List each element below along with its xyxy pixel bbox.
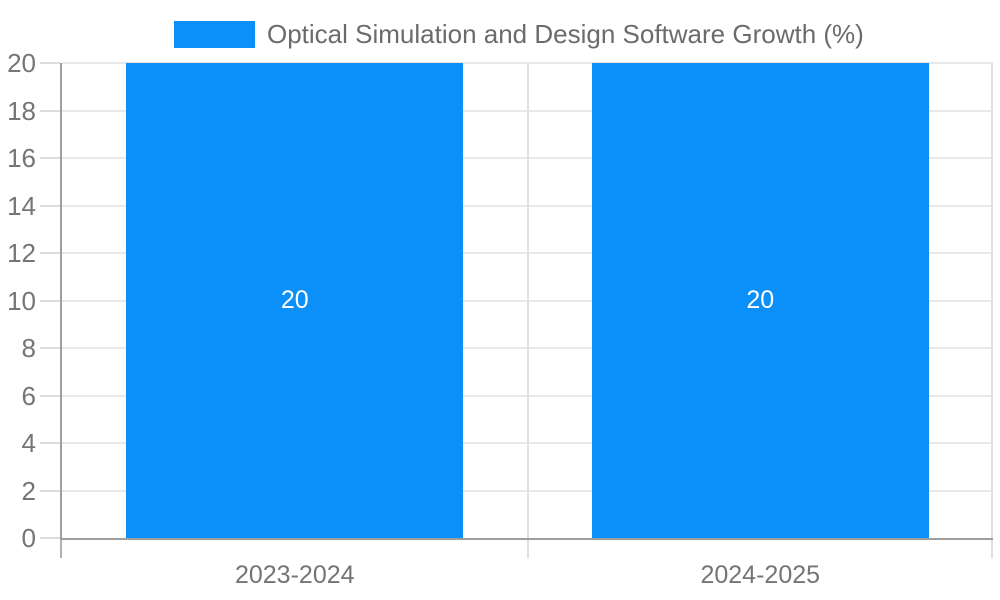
plot-right-border	[991, 63, 993, 558]
y-axis-tick	[40, 299, 60, 302]
bar[interactable]: 20	[591, 63, 929, 538]
y-axis-tick-label: 0	[21, 523, 36, 553]
y-axis-tick	[40, 442, 60, 444]
y-axis-bottom-tick	[60, 540, 62, 558]
legend-label: Optical Simulation and Design Software G…	[267, 19, 864, 49]
y-axis-tick-label: 12	[7, 238, 36, 268]
y-axis-tick	[40, 204, 60, 207]
y-axis-tick-label: 8	[21, 333, 36, 363]
bar[interactable]: 20	[126, 63, 464, 538]
y-axis-tick	[40, 109, 60, 112]
legend-item[interactable]: Optical Simulation and Design Software G…	[174, 20, 864, 48]
bar-value-label: 20	[746, 286, 775, 314]
category-separator-line	[526, 63, 529, 558]
y-axis-tick-label: 10	[7, 285, 36, 316]
y-axis-line	[60, 63, 62, 538]
y-axis-tick	[40, 489, 60, 492]
legend-swatch	[174, 20, 255, 48]
y-axis-tick-label: 4	[21, 428, 36, 458]
y-axis-tick	[40, 62, 60, 64]
y-axis-tick-label: 20	[7, 48, 36, 78]
y-axis-tick-label: 18	[7, 95, 36, 126]
y-axis-tick-label: 6	[21, 380, 36, 411]
y-axis-tick	[40, 537, 60, 539]
bar-value-label: 20	[280, 286, 309, 314]
y-axis-tick	[40, 394, 60, 397]
y-axis-tick	[40, 347, 60, 349]
y-axis-tick-label: 16	[7, 143, 36, 173]
x-axis-line	[60, 538, 993, 540]
y-axis-tick	[40, 252, 60, 254]
y-axis-tick-label: 2	[21, 475, 36, 506]
y-axis-tick-label: 14	[7, 190, 36, 221]
y-axis-tick	[40, 157, 60, 159]
x-axis-category-label: 2024-2025	[700, 561, 821, 589]
x-axis-category-label: 2023-2024	[234, 561, 355, 589]
